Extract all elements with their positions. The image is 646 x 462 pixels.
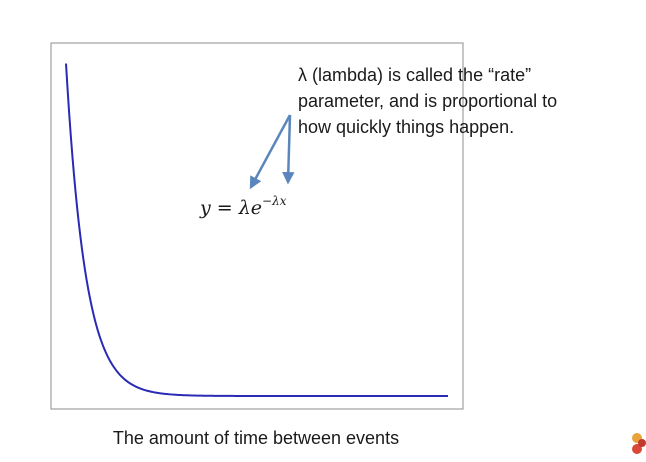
formula-eq: = [211,197,239,219]
plot-frame [50,42,464,410]
arrow-to-exponent [282,114,295,185]
corner-logo-icon [632,433,646,454]
x-axis-label: The amount of time between events [113,428,399,448]
formula-coef: λe [238,197,262,219]
arrow-to-coefficient [249,114,292,190]
formula-exponent: −λx [262,194,287,208]
formula: y = λe−λx [199,194,287,219]
note-line-3: how quickly things happen. [298,117,514,137]
note-line-1: λ (lambda) is called the “rate” [298,65,531,85]
formula-lhs: y [199,197,211,219]
note-line-2: parameter, and is proportional to [298,91,557,111]
series-line-0 [65,63,448,397]
series-layer [65,63,448,397]
